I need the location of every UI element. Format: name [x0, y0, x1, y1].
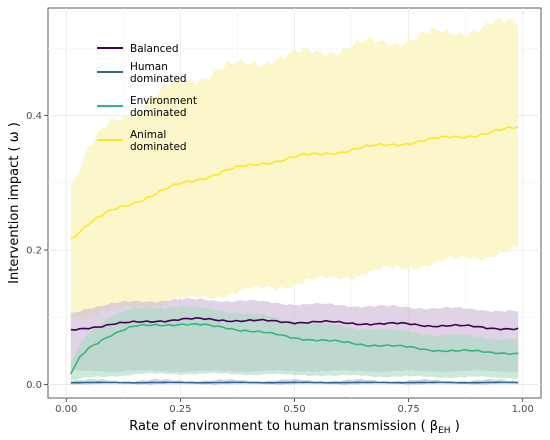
- y-axis-title: Intervention impact ( ω ): [7, 122, 22, 284]
- x-axis-title-end: ): [451, 419, 460, 434]
- legend-label-line: Environment: [130, 95, 197, 107]
- series-line: [70, 316, 519, 331]
- legend-label: Environment dominated: [130, 95, 197, 119]
- x-tick-label: 0.00: [55, 404, 77, 415]
- x-tick-label: 0.50: [283, 404, 305, 415]
- legend-label-line: Human: [130, 61, 168, 73]
- y-tick-label: 0.0: [26, 380, 42, 391]
- legend-label-line: dominated: [130, 73, 187, 85]
- legend-label: Animal dominated: [130, 129, 187, 153]
- x-axis-title: Rate of environment to human transmissio…: [129, 419, 460, 436]
- x-tick-label: 0.75: [397, 404, 419, 415]
- series-line: [70, 126, 519, 240]
- tick-layer: 0.00 0.25 0.50 0.75 1.00 0.0 0.2 0.4: [26, 111, 534, 415]
- legend-label-line: Balanced: [130, 43, 179, 55]
- legend-label-line: Animal: [130, 129, 166, 141]
- series-line: [70, 381, 519, 384]
- y-tick-label: 0.4: [26, 111, 42, 122]
- legend-label-line: dominated: [130, 107, 187, 119]
- series-line: [70, 322, 519, 375]
- x-tick-label: 1.00: [512, 404, 534, 415]
- series-ribbon: [70, 17, 519, 320]
- x-axis-title-subscript: EH: [438, 426, 450, 436]
- y-tick-label: 0.2: [26, 246, 42, 257]
- legend-label: Balanced: [130, 43, 179, 55]
- x-axis-title-main: Rate of environment to human transmissio…: [129, 419, 438, 434]
- line-layer: [70, 126, 519, 384]
- x-tick-label: 0.25: [169, 404, 191, 415]
- legend-label: Human dominated: [130, 61, 187, 85]
- legend-label-line: dominated: [130, 141, 187, 153]
